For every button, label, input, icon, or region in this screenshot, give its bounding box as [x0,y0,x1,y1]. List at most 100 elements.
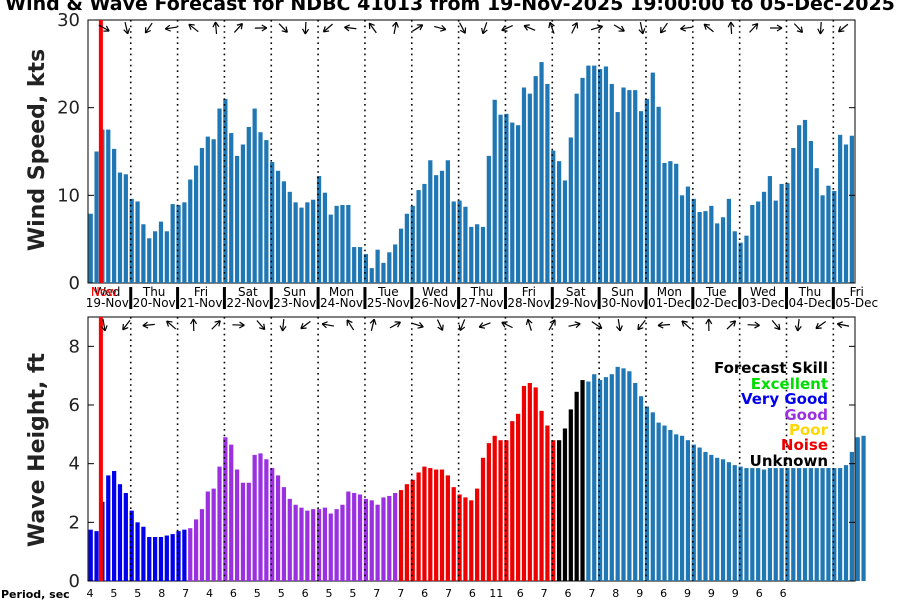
date-label: 22-Nov [226,296,269,310]
day-label: Wed [422,285,448,299]
wind-bar [387,252,392,283]
wind-direction-arrow [817,21,825,35]
wind-bar [170,204,175,283]
wind-bar [176,204,181,283]
wave-bar [193,519,199,581]
wind-bar [393,244,398,283]
wave-bar [398,490,404,581]
wind-direction-arrow-head [188,23,195,30]
wind-bar [761,191,767,283]
wind-bar [193,165,199,283]
wind-direction-arrow-shaft [613,24,625,32]
wave-direction-arrow-head [369,318,377,325]
wind-direction-arrow-shaft [459,22,466,34]
wave-bar [135,522,140,581]
date-label: 03-Dec [742,296,785,310]
wind-bar [820,195,825,283]
wind-direction-arrow-head [751,23,759,30]
wave-direction-arrow-shaft [459,319,466,331]
wave-direction-arrow [256,320,266,331]
period-tick-label: 8 [158,587,165,600]
wind-bar [480,226,486,283]
day-label: Sat [238,285,258,299]
wave-bar [738,466,743,581]
wave-ytick-label: 4 [69,454,80,475]
wind-bar [439,170,445,283]
wave-bar [94,531,99,581]
wind-ytick-label: 30 [57,10,80,31]
wind-bar [808,140,813,283]
wind-bar [234,155,240,283]
wave-direction-arrow [190,318,198,332]
wave-bar [773,468,778,581]
wind-bar [551,150,556,283]
period-tick-label: 7 [182,587,189,600]
wind-direction-arrow-head [123,28,131,35]
wind-bar [264,140,269,283]
wave-direction-arrow-head [525,318,533,326]
period-tick-label: 11 [489,587,503,600]
wind-bar [164,231,169,283]
wind-direction-arrow-head [727,21,735,28]
period-tick-label: 5 [110,587,117,600]
wind-direction-arrow [212,21,220,35]
wind-bar [381,262,386,283]
wind-bar [568,137,573,283]
wave-bar [229,444,234,581]
wave-y-axis-label: Wave Height, ft [25,352,50,547]
wind-bar [785,183,790,283]
wind-direction-arrow [638,22,646,35]
wind-bar [756,201,761,283]
wave-bar [586,381,591,581]
wave-bar [615,366,620,581]
wave-direction-arrow-shaft [346,319,355,331]
date-label: 02-Dec [695,296,738,310]
wave-direction-arrow-head [166,320,173,327]
wave-bar [756,468,761,581]
wind-bar [492,99,497,283]
wind-direction-arrow [254,24,268,32]
wave-direction-arrow-shaft [726,320,736,330]
wave-direction-arrow [232,321,245,329]
wind-bar [428,160,433,283]
wave-direction-arrow-head [259,323,266,331]
wave-bar [123,493,128,581]
wave-bar [820,468,825,581]
wave-direction-arrow [122,319,131,331]
wave-direction-arrow [681,320,692,330]
period-tick-label: 6 [565,587,572,600]
wave-bar [697,447,702,581]
wave-bar [264,459,269,581]
wave-direction-arrow [436,319,444,331]
wind-direction-arrow-head [481,27,488,35]
wave-direction-arrow-shaft [681,320,692,330]
wind-bar [779,183,784,283]
wave-bar [691,444,696,581]
wave-bar [258,453,263,581]
wind-direction-arrow [837,23,849,33]
wave-bar [164,535,169,581]
wind-direction-arrow-shaft [304,21,307,35]
wave-direction-arrow-head [729,320,737,327]
period-tick-label: 5 [278,587,285,600]
wave-bar [797,468,802,581]
wind-direction-arrow [188,23,199,33]
wave-bar [305,510,310,581]
period-tick-label: 9 [684,587,691,600]
wind-direction-arrow-head [391,21,399,28]
wind-bar [574,93,579,283]
wave-direction-arrow [211,320,221,330]
wind-direction-arrow-head [501,25,508,32]
date-label: 20-Nov [133,296,176,310]
wind-bar [475,224,480,283]
wind-bar [814,168,819,283]
wind-direction-arrow-shaft [344,26,357,30]
wind-bar [305,202,310,283]
wind-bar [527,93,532,283]
wind-bar [246,126,251,283]
wind-direction-arrow-shaft [323,23,333,33]
wind-direction-arrow-head [302,28,310,35]
wave-direction-arrow [657,321,671,329]
wind-bar [153,231,158,283]
wave-direction-arrow-shaft [166,320,177,330]
